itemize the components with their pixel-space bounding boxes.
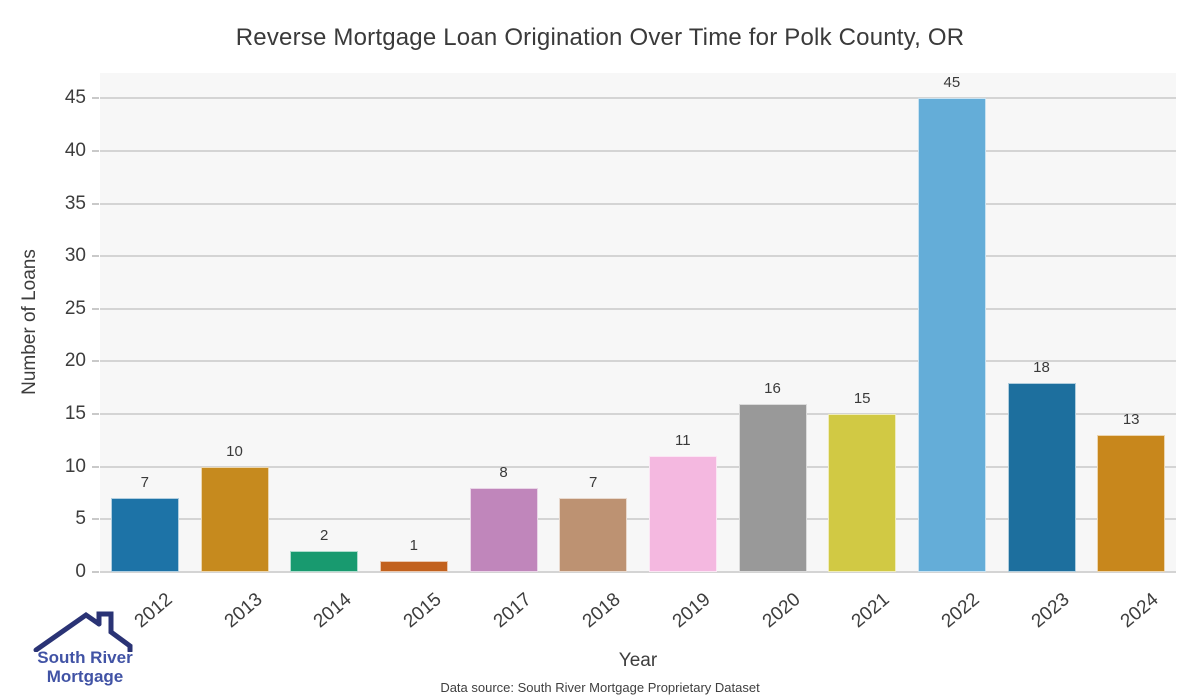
south-river-mortgage-logo: South River Mortgage bbox=[20, 610, 150, 692]
bar-2012 bbox=[110, 498, 179, 572]
x-tick-label-2017: 2017 bbox=[489, 588, 536, 633]
x-tick-label-2018: 2018 bbox=[578, 588, 625, 633]
bar-value-label: 45 bbox=[943, 74, 961, 92]
y-tick-mark bbox=[92, 571, 99, 573]
y-tick-label: 20 bbox=[64, 350, 86, 372]
chart-title: Reverse Mortgage Loan Origination Over T… bbox=[235, 24, 965, 51]
bar-value-label: 2 bbox=[319, 526, 329, 544]
bar-value-label: 8 bbox=[499, 463, 508, 481]
logo-text-line2: Mortgage bbox=[46, 667, 124, 686]
plot-area bbox=[100, 73, 1176, 573]
x-tick-label-2021: 2021 bbox=[847, 588, 894, 633]
bar-2015 bbox=[379, 561, 448, 572]
house-roof-icon bbox=[20, 610, 150, 652]
y-tick-label: 30 bbox=[64, 245, 86, 267]
bar-2021 bbox=[828, 414, 897, 572]
gridline-y-25 bbox=[100, 307, 1176, 310]
bar-value-label: 13 bbox=[1122, 411, 1140, 429]
x-tick-label-2023: 2023 bbox=[1027, 588, 1074, 633]
y-tick-label: 40 bbox=[64, 139, 86, 161]
data-source-note: Data source: South River Mortgage Propri… bbox=[440, 680, 760, 695]
bar-2022 bbox=[917, 98, 986, 572]
y-tick-label: 25 bbox=[64, 297, 86, 319]
gridline-y-30 bbox=[100, 255, 1176, 258]
bar-2020 bbox=[738, 403, 807, 572]
x-tick-label-2013: 2013 bbox=[220, 588, 267, 633]
x-tick-label-2024: 2024 bbox=[1116, 588, 1163, 633]
y-tick-label: 5 bbox=[75, 508, 86, 530]
y-tick-label: 15 bbox=[64, 403, 86, 425]
bar-2018 bbox=[559, 498, 628, 572]
y-tick-mark bbox=[92, 255, 99, 258]
gridline-y-15 bbox=[100, 413, 1176, 416]
x-tick-label-2020: 2020 bbox=[758, 588, 805, 633]
bar-value-label: 11 bbox=[675, 432, 691, 450]
gridline-y-20 bbox=[100, 360, 1176, 363]
bar-2013 bbox=[200, 466, 269, 572]
x-tick-label-2014: 2014 bbox=[309, 588, 356, 633]
bar-value-label: 16 bbox=[764, 379, 781, 397]
y-tick-mark bbox=[92, 465, 99, 468]
gridline-y-10 bbox=[100, 465, 1176, 468]
gridline-y-35 bbox=[100, 202, 1176, 205]
bar-2023 bbox=[1007, 382, 1076, 572]
x-tick-label-2015: 2015 bbox=[399, 588, 446, 633]
y-tick-mark bbox=[92, 413, 99, 416]
y-tick-mark bbox=[92, 360, 99, 363]
bar-2014 bbox=[290, 550, 359, 572]
y-tick-mark bbox=[92, 307, 99, 310]
bar-value-label: 18 bbox=[1033, 358, 1050, 376]
logo-text-line1: South River bbox=[37, 648, 133, 667]
y-tick-mark bbox=[92, 518, 99, 521]
bar-value-label: 7 bbox=[588, 474, 598, 492]
y-tick-label: 35 bbox=[64, 192, 86, 214]
y-tick-label: 45 bbox=[64, 87, 86, 109]
x-axis-title: Year bbox=[618, 650, 658, 671]
gridline-y-45 bbox=[100, 97, 1176, 100]
y-tick-mark bbox=[92, 149, 99, 152]
x-tick-label-2022: 2022 bbox=[937, 588, 984, 633]
bar-value-label: 10 bbox=[226, 442, 243, 460]
y-tick-label: 10 bbox=[64, 455, 86, 477]
gridline-y-40 bbox=[100, 149, 1176, 152]
bar-2019 bbox=[648, 456, 717, 572]
bar-2017 bbox=[469, 487, 538, 572]
y-tick-mark bbox=[92, 97, 99, 100]
x-tick-label-2019: 2019 bbox=[668, 588, 715, 633]
gridline-y-5 bbox=[100, 518, 1176, 521]
y-tick-label: 0 bbox=[75, 561, 86, 582]
bar-value-label: 7 bbox=[140, 474, 149, 492]
bar-2024 bbox=[1097, 435, 1166, 572]
bar-value-label: 15 bbox=[853, 390, 871, 408]
bar-value-label: 1 bbox=[409, 537, 418, 555]
y-tick-mark bbox=[92, 202, 99, 205]
gridline-y-0 bbox=[100, 571, 1176, 573]
